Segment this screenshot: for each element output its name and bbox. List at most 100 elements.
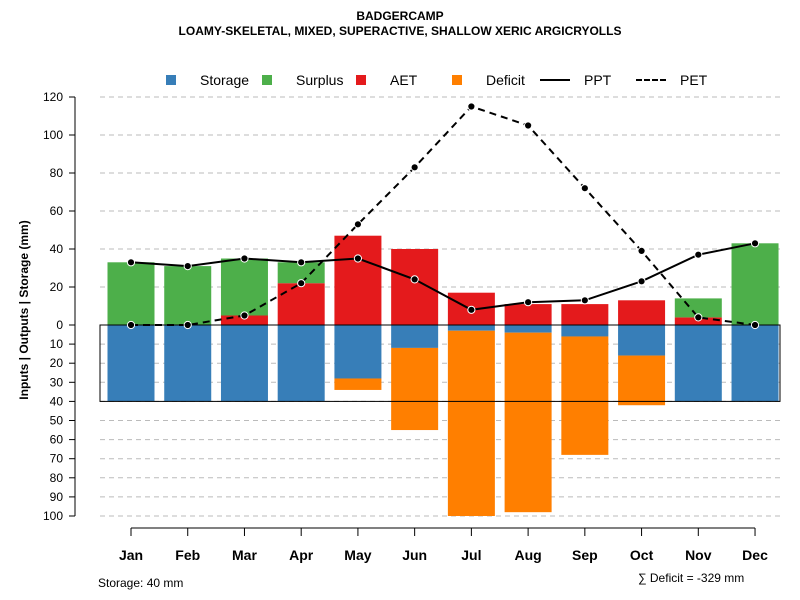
legend-deficit: Deficit (452, 70, 525, 90)
surplus-bar (277, 262, 325, 284)
x-tick-label: Dec (742, 547, 768, 563)
legend-deficit-label: Deficit (486, 72, 525, 88)
x-tick-label: Jan (119, 547, 143, 563)
y-tick-label: 30 (50, 375, 64, 389)
pet-line-point (694, 313, 703, 322)
storage-bar (561, 325, 609, 337)
storage-bar (618, 325, 666, 356)
ppt-line-point (750, 239, 760, 248)
legend-aet: AET (356, 70, 417, 90)
ppt-line-point (694, 250, 703, 259)
aet-bar (561, 304, 609, 325)
storage-bar (447, 325, 495, 331)
y-tick-label: 10 (50, 337, 64, 351)
storage-bar (731, 325, 779, 402)
storage-bar (107, 325, 155, 402)
x-tick-label: Jul (461, 547, 481, 563)
ppt-line-point (240, 254, 249, 263)
legend-aet-swatch (356, 75, 366, 85)
storage-bar (504, 325, 552, 333)
storage-bar (391, 325, 439, 348)
deficit-bar (447, 330, 495, 516)
y-tick-label: 20 (50, 356, 64, 370)
aet-bar (618, 300, 666, 325)
pet-line-point (126, 320, 136, 330)
legend-pet-label: PET (680, 72, 708, 88)
legend: Storage Surplus AET Deficit PPT PET (160, 70, 720, 90)
legend-deficit-swatch (452, 75, 462, 85)
legend-pet: PET (636, 70, 707, 90)
x-tick-label: Apr (289, 547, 314, 563)
x-tick-label: Feb (175, 547, 200, 563)
legend-ppt: PPT (540, 70, 611, 90)
storage-bar (220, 325, 268, 402)
deficit-bar (391, 347, 439, 431)
y-tick-label: 0 (56, 318, 63, 332)
y-tick-label: 60 (50, 433, 64, 447)
surplus-bar (731, 243, 779, 325)
x-tick-label: Oct (630, 547, 654, 563)
storage-bar (674, 325, 722, 402)
surplus-bar (107, 262, 155, 325)
y-tick-label: 100 (43, 509, 63, 523)
ppt-line-point (410, 275, 419, 284)
legend-surplus: Surplus (262, 70, 343, 90)
pet-line-point (410, 163, 419, 172)
y-tick-label: 50 (50, 414, 64, 428)
legend-ppt-line (540, 79, 570, 81)
ppt-line-point (297, 258, 306, 267)
aet-bar (334, 235, 382, 325)
y-tick-label: 40 (50, 242, 64, 256)
ppt-line-point (467, 305, 476, 314)
y-axis-title: Inputs | Outputs | Storage (mm) (17, 220, 31, 399)
ppt-line-point (353, 254, 363, 263)
ppt-line-point (580, 296, 589, 305)
aet-bar (391, 249, 439, 325)
storage-bar (277, 325, 325, 402)
x-tick-label: Nov (685, 547, 712, 563)
legend-storage-swatch (166, 75, 176, 85)
pet-line-point (297, 279, 306, 288)
y-tick-label: 80 (50, 166, 64, 180)
aet-bar (504, 304, 552, 325)
y-tick-label: 70 (50, 452, 64, 466)
legend-storage-label: Storage (200, 72, 250, 88)
surplus-bar (164, 266, 212, 325)
pet-line-point (750, 320, 760, 330)
storage-bar (164, 325, 212, 402)
ppt-line-point (637, 277, 646, 286)
deficit-bar (618, 355, 666, 406)
ppt-line-point (524, 298, 533, 307)
legend-surplus-label: Surplus (296, 72, 344, 88)
x-tick-label: Sep (572, 547, 598, 563)
y-tick-label: 100 (43, 128, 63, 142)
pet-line-point (467, 102, 476, 111)
y-tick-label: 80 (50, 471, 64, 485)
x-tick-label: Mar (232, 547, 257, 563)
aet-bar (220, 315, 268, 325)
deficit-footer: ∑ Deficit = -329 mm (638, 571, 745, 585)
x-tick-label: Jun (402, 547, 427, 563)
chart-title: BADGERCAMP (356, 9, 444, 23)
deficit-bar (504, 332, 552, 513)
ppt-line-point (126, 258, 136, 267)
y-tick-label: 40 (50, 394, 64, 408)
legend-ppt-label: PPT (584, 72, 612, 88)
pet-line-point (240, 311, 249, 320)
y-tick-label: 90 (50, 490, 64, 504)
x-tick-label: Aug (515, 547, 542, 563)
y-tick-label: 60 (50, 204, 64, 218)
y-tick-label: 120 (43, 90, 63, 104)
pet-line-point (524, 121, 533, 130)
aet-bar (277, 283, 325, 325)
pet-line-point (637, 246, 646, 255)
x-tick-label: May (344, 547, 371, 563)
y-tick-label: 20 (50, 280, 64, 294)
legend-pet-line (636, 79, 666, 81)
deficit-bar (334, 378, 382, 390)
legend-surplus-swatch (262, 75, 272, 85)
chart-subtitle: LOAMY-SKELETAL, MIXED, SUPERACTIVE, SHAL… (178, 24, 622, 38)
storage-bar (334, 325, 382, 379)
deficit-bar (561, 336, 609, 455)
